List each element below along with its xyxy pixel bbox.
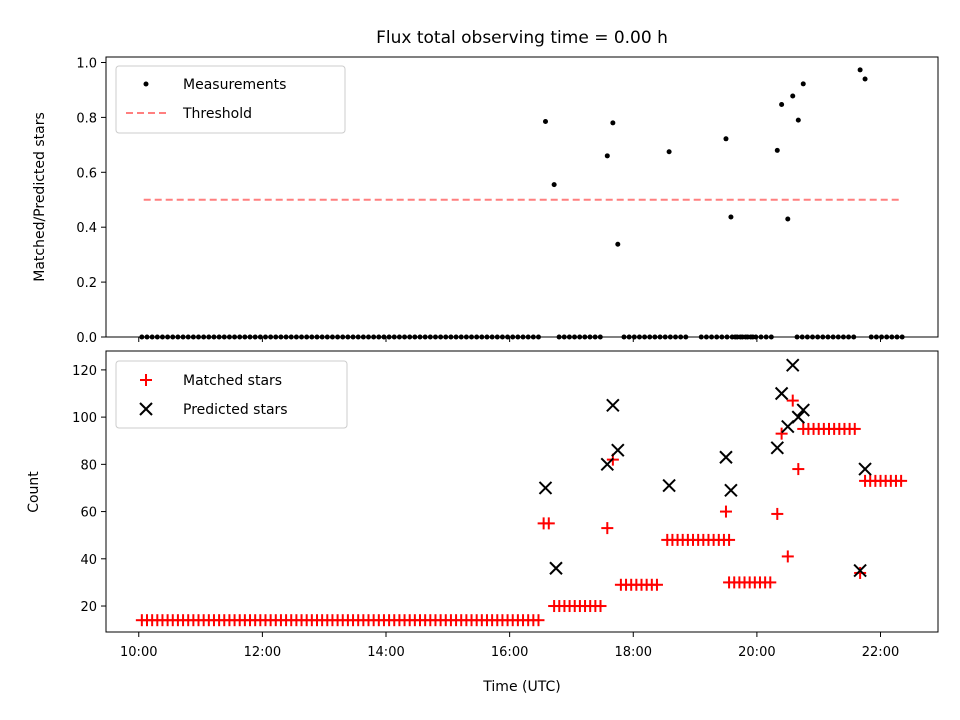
measurement-point <box>728 214 734 220</box>
measurement-point <box>774 147 780 153</box>
bottom-y-axis-label: Count <box>26 471 42 513</box>
matched-star-marker <box>764 576 777 589</box>
legend-measurements-label: Measurements <box>183 77 286 93</box>
top-y-ticks: 0.0 0.2 0.4 0.6 0.8 1.0 <box>76 56 106 346</box>
top-subplot: 0.0 0.2 0.4 0.6 0.8 1.0 Matched/Predicted sta… <box>32 56 939 346</box>
predicted-star-marker <box>796 403 810 417</box>
predicted-star-marker <box>770 441 784 455</box>
y-tick-label: 80 <box>80 458 97 473</box>
x-tick-label: 14:00 <box>367 645 404 660</box>
measurement-point <box>723 136 729 142</box>
predicted-star-marker <box>606 398 620 413</box>
matched-star-marker <box>781 550 794 563</box>
measurement-point <box>862 76 868 82</box>
matched-star-marker <box>542 517 555 530</box>
bottom-legend: Matched stars Predicted stars <box>115 360 348 429</box>
y-tick-label: 1.0 <box>76 56 97 71</box>
predicted-star-marker <box>662 478 676 493</box>
y-tick-label: 0.4 <box>76 221 97 236</box>
y-tick-label: 60 <box>80 506 97 521</box>
predicted-star-marker <box>786 358 800 372</box>
top-y-axis-label: Matched/Predicted stars <box>32 112 48 282</box>
legend-threshold-label: Threshold <box>182 106 252 122</box>
measurement-point <box>800 81 806 87</box>
measurement-point <box>615 241 621 247</box>
measurement-point <box>795 117 801 123</box>
matched-star-marker <box>848 422 861 435</box>
matched-star-marker <box>594 600 607 613</box>
legend-measurements-marker <box>143 81 149 87</box>
predicted-star-marker <box>724 483 738 498</box>
bottom-plot-frame <box>105 350 939 633</box>
measurement-point <box>666 149 672 155</box>
predicted-star-marker <box>791 410 806 424</box>
predicted-star-marker <box>611 443 625 457</box>
matched-star-marker <box>650 578 663 591</box>
matched-star-marker <box>792 463 805 476</box>
x-axis-label: Time (UTC) <box>482 679 560 695</box>
matched-star-marker <box>786 394 799 407</box>
top-legend: Measurements Threshold <box>115 65 346 134</box>
bottom-x-ticks: 10:00 12:00 14:00 16:00 18:00 20:00 22:00 <box>120 632 899 660</box>
predicted-star-marker <box>853 563 867 578</box>
measurement-point <box>604 153 610 159</box>
predicted-star-marker <box>858 462 872 476</box>
matched-star-marker <box>532 614 545 627</box>
top-legend-box <box>115 65 346 134</box>
matched-star-marker <box>719 505 732 518</box>
predicted-star-marker <box>600 457 615 472</box>
matched-star-marker <box>771 507 784 520</box>
legend-predicted-label: Predicted stars <box>183 402 288 418</box>
matched-star-marker <box>601 522 614 535</box>
measurement-point <box>857 67 863 73</box>
legend-matched-marker <box>140 374 152 386</box>
chart-title: Flux total observing time = 0.00 h <box>376 28 668 48</box>
x-tick-label: 12:00 <box>244 645 281 660</box>
x-tick-label: 22:00 <box>862 645 899 660</box>
measurement-point <box>785 216 791 222</box>
matched-star-marker <box>775 427 788 440</box>
top-x-ticks <box>138 337 882 342</box>
x-tick-label: 20:00 <box>738 645 775 660</box>
y-tick-label: 100 <box>72 411 97 426</box>
x-tick-label: 18:00 <box>615 645 652 660</box>
measurement-point <box>542 119 548 125</box>
predicted-star-marker <box>549 561 563 575</box>
legend-predicted-marker <box>139 402 153 416</box>
y-tick-label: 0.2 <box>76 276 97 291</box>
y-tick-label: 0.8 <box>76 111 97 126</box>
matched-star-marker <box>854 566 867 579</box>
y-tick-label: 20 <box>80 600 97 615</box>
measurement-point <box>779 101 785 107</box>
y-tick-label: 0.6 <box>76 166 97 181</box>
measurement-point <box>610 120 616 126</box>
matched-star-marker <box>723 533 736 546</box>
bottom-legend-box <box>115 360 348 429</box>
bottom-marks <box>135 358 908 627</box>
predicted-star-marker <box>538 481 553 495</box>
y-tick-label: 120 <box>72 364 97 379</box>
x-tick-label: 16:00 <box>491 645 528 660</box>
measurement-point <box>551 182 557 188</box>
predicted-star-marker <box>774 386 789 401</box>
x-tick-label: 10:00 <box>120 645 157 660</box>
bottom-subplot: 20 40 60 80 100 120 10:00 12:00 14:00 16:00 18:00… <box>26 350 939 695</box>
legend-matched-label: Matched stars <box>183 373 282 389</box>
predicted-star-marker <box>719 450 733 464</box>
top-plot-frame <box>105 56 939 338</box>
bottom-y-ticks: 20 40 60 80 100 120 <box>72 364 106 615</box>
y-tick-label: 40 <box>80 553 97 568</box>
y-tick-label: 0.0 <box>76 331 97 346</box>
measurement-point <box>790 93 796 99</box>
matched-star-marker <box>895 474 908 487</box>
